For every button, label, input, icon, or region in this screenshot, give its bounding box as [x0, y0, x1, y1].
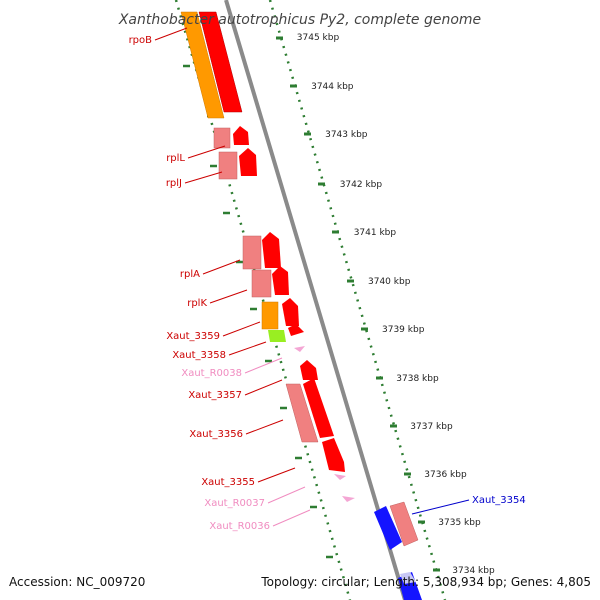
- outer-dotted-line: [268, 0, 447, 600]
- gene-xaut3359: [282, 298, 299, 326]
- gene-xaut3355: [322, 438, 345, 472]
- accession-text: Accession: NC_009720: [9, 575, 145, 589]
- kbp-label: 3745 kbp: [297, 33, 340, 43]
- gene-label-leader: [244, 379, 283, 396]
- trna-xaut-r0036a: [334, 474, 346, 480]
- gene-label: rplA: [180, 269, 200, 280]
- genome-backbone: [224, 0, 407, 600]
- gene-label-leader: [244, 357, 283, 374]
- kbp-label: 3741 kbp: [354, 228, 397, 238]
- gene-xaut3354: [374, 506, 402, 550]
- gene-label: Xaut_3358: [172, 350, 226, 361]
- gene-rplL: [233, 126, 249, 145]
- kbp-labels: 3745 kbp 3744 kbp 3743 kbp 3742 kbp 3741 kbp…: [297, 33, 495, 576]
- gene-label: rplJ: [166, 178, 182, 189]
- gene-rplA: [262, 232, 281, 268]
- kbp-label: 3735 kbp: [438, 518, 481, 528]
- kbp-label: 3739 kbp: [382, 325, 425, 335]
- kbp-label: 3744 kbp: [311, 82, 354, 92]
- gene-label: Xaut_3359: [166, 331, 220, 342]
- gene-rplJ: [239, 148, 257, 176]
- gene-label-leader: [411, 499, 470, 515]
- gene-label: Xaut_3356: [189, 429, 243, 440]
- gene-label: Xaut_R0038: [181, 368, 242, 379]
- gene-features: [180, 11, 422, 600]
- gene-xaut3356-light: [285, 383, 319, 443]
- gene-label-leader: [272, 509, 311, 527]
- gene-label-leader: [202, 259, 241, 275]
- gene-rpoB: [198, 11, 243, 113]
- kbp-label: 3742 kbp: [340, 180, 383, 190]
- gene-rplK-light: [251, 269, 272, 298]
- gene-label-leader: [222, 321, 261, 337]
- gene-label-leader: [245, 419, 284, 435]
- gene-band: [170, 0, 455, 600]
- kbp-label: 3743 kbp: [325, 130, 368, 140]
- gene-label-leader: [267, 486, 306, 504]
- gene-xaut3358: [288, 324, 304, 336]
- gene-xaut3356: [303, 378, 334, 438]
- gene-rplK: [272, 266, 289, 295]
- trna-xaut-r0038: [294, 346, 305, 352]
- gene-label: Xaut_3357: [188, 390, 242, 401]
- outer-ticks: [276, 36, 440, 572]
- gene-label-leader: [209, 289, 248, 304]
- map-title: Xanthobacter autotrophicus Py2, complete…: [118, 12, 481, 28]
- gene-rplL-light: [213, 127, 231, 149]
- kbp-label: 3736 kbp: [424, 470, 467, 480]
- gene-label: rplK: [187, 298, 207, 309]
- gene-label-leader: [257, 467, 296, 483]
- topology-summary: Topology: circular; Length: 5,308,934 bp…: [260, 575, 591, 589]
- gene-label: rplL: [166, 153, 185, 164]
- gene-rplA-light: [242, 235, 262, 270]
- gene-label-leader: [187, 145, 226, 159]
- trna-xaut-r0037: [342, 496, 355, 502]
- kbp-label: 3740 kbp: [368, 277, 411, 287]
- kbp-label: 3737 kbp: [410, 422, 453, 432]
- gene-xaut3354-light: [389, 501, 419, 547]
- gene-rplJ-light: [218, 151, 238, 180]
- gene-xaut3357: [300, 360, 318, 380]
- gene-label-leader: [184, 171, 223, 184]
- gene-xaut3358-green: [268, 330, 286, 342]
- gene-label-leader: [154, 27, 188, 41]
- gene-label: Xaut_R0036: [209, 521, 270, 532]
- gene-label-leader: [228, 341, 267, 356]
- gene-label: Xaut_R0037: [204, 498, 265, 509]
- gene-xaut3359-orange: [261, 301, 279, 330]
- gene-label: Xaut_3355: [201, 477, 255, 488]
- gene-labels: rpoB rplL rplJ rplA rplK Xaut_3359 Xaut_3358 Xa…: [129, 27, 526, 532]
- kbp-label: 3734 kbp: [452, 566, 495, 576]
- gene-label: Xaut_3354: [472, 495, 526, 506]
- gene-rpoB-orange: [180, 11, 225, 119]
- kbp-label: 3738 kbp: [396, 374, 439, 384]
- gene-bottom-lavender: [400, 572, 416, 584]
- gene-label: rpoB: [129, 35, 153, 46]
